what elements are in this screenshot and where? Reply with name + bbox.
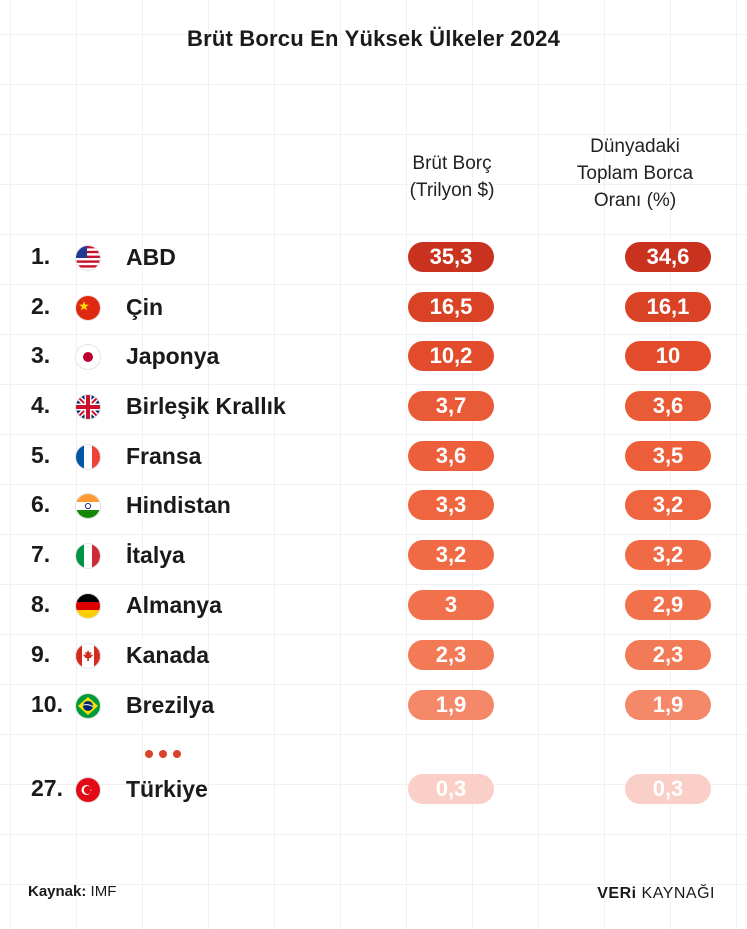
japan-flag-icon	[76, 345, 100, 369]
us-flag-icon	[76, 246, 100, 270]
share-value-pill: 2,9	[625, 590, 711, 620]
table-row: 4. Birleşik Krallık 3,7 3,6	[0, 389, 747, 423]
ellipsis-dots	[145, 745, 187, 763]
column-header-debt-line: (Trilyon $)	[409, 180, 495, 201]
column-header-debt-line: Brüt Borç	[412, 153, 492, 174]
share-value-pill: 34,6	[625, 242, 711, 272]
table-row: 6. Hindistan 3,3 3,2	[0, 488, 747, 522]
country-label: Fransa	[126, 443, 202, 469]
table-row: 8. Almanya 3 2,9	[0, 588, 747, 622]
chart-title: Brüt Borcu En Yüksek Ülkeler 2024	[186, 26, 561, 51]
rank-label: 3.	[31, 342, 51, 368]
source-label: Kaynak:	[28, 883, 87, 900]
china-flag-icon	[76, 296, 100, 320]
rank-label: 1.	[31, 243, 51, 269]
share-value-pill: 0,3	[625, 774, 711, 804]
share-value-pill: 3,5	[625, 441, 711, 471]
column-header-debt: Brüt Borç (Trilyon $)	[380, 150, 524, 204]
column-header-share-line: Toplam Borca	[576, 163, 694, 184]
turkey-flag-icon	[76, 778, 100, 802]
debt-value-pill: 3,7	[408, 391, 494, 421]
france-flag-icon	[76, 445, 100, 469]
country-label: Türkiye	[126, 776, 208, 802]
debt-value-pill: 10,2	[408, 341, 494, 371]
share-value-pill: 3,6	[625, 391, 711, 421]
country-label: Birleşik Krallık	[126, 393, 286, 419]
rank-label: 4.	[31, 392, 51, 418]
debt-value-pill: 3,3	[408, 490, 494, 520]
country-label: Brezilya	[126, 692, 215, 718]
table-row: 27. Türkiye 0,3 0,3	[0, 772, 747, 806]
debt-value-pill: 3	[408, 590, 494, 620]
germany-flag-icon	[76, 594, 100, 618]
table-row: 3. Japonya 10,2 10	[0, 339, 747, 373]
debt-value-pill: 3,6	[408, 441, 494, 471]
debt-value-pill: 2,3	[408, 640, 494, 670]
share-value-pill: 16,1	[625, 292, 711, 322]
column-header-share-line: Oranı (%)	[593, 190, 677, 211]
rank-label: 2.	[31, 293, 51, 319]
source-note: Kaynak: IMF	[28, 883, 116, 900]
share-value-pill: 3,2	[625, 490, 711, 520]
rank-label: 9.	[31, 641, 51, 667]
country-label: Almanya	[126, 592, 222, 618]
column-header-share: Dünyadaki Toplam Borca Oranı (%)	[550, 133, 720, 214]
country-label: Kanada	[126, 642, 210, 668]
rank-label: 27.	[31, 775, 63, 801]
rank-label: 6.	[31, 491, 51, 517]
debt-value-pill: 3,2	[408, 540, 494, 570]
country-label: Japonya	[126, 343, 220, 369]
italy-flag-icon	[76, 544, 100, 568]
india-flag-icon	[76, 494, 100, 518]
table-row: 7. İtalya 3,2 3,2	[0, 538, 747, 572]
share-value-pill: 1,9	[625, 690, 711, 720]
share-value-pill: 3,2	[625, 540, 711, 570]
table-row: 10. Brezilya 1,9 1,9	[0, 688, 747, 722]
debt-value-pill: 16,5	[408, 292, 494, 322]
table-row: 2. Çin 16,5 16,1	[0, 290, 747, 324]
brand-bold: VERi	[597, 885, 637, 902]
column-header-share-line: Dünyadaki	[590, 136, 680, 157]
table-row: 1. ABD 35,3 34,6	[0, 240, 747, 274]
uk-flag-icon	[76, 395, 100, 419]
debt-value-pill: 0,3	[408, 774, 494, 804]
country-label: İtalya	[126, 542, 185, 568]
rank-label: 10.	[31, 691, 63, 717]
table-row: 5. Fransa 3,6 3,5	[0, 439, 747, 473]
share-value-pill: 2,3	[625, 640, 711, 670]
brazil-flag-icon	[76, 694, 100, 718]
country-label: Çin	[126, 294, 164, 320]
brand-logo: VERi KAYNAĞI	[597, 885, 715, 903]
rank-label: 7.	[31, 541, 51, 567]
country-label: Hindistan	[126, 492, 231, 518]
debt-value-pill: 1,9	[408, 690, 494, 720]
country-label: ABD	[126, 244, 176, 270]
share-value-pill: 10	[625, 341, 711, 371]
table-row: 9. Kanada 2,3 2,3	[0, 638, 747, 672]
source-value: IMF	[90, 883, 117, 900]
rank-label: 8.	[31, 591, 51, 617]
canada-flag-icon	[76, 644, 100, 668]
debt-value-pill: 35,3	[408, 242, 494, 272]
brand-rest: KAYNAĞI	[641, 885, 715, 902]
rank-label: 5.	[31, 442, 51, 468]
